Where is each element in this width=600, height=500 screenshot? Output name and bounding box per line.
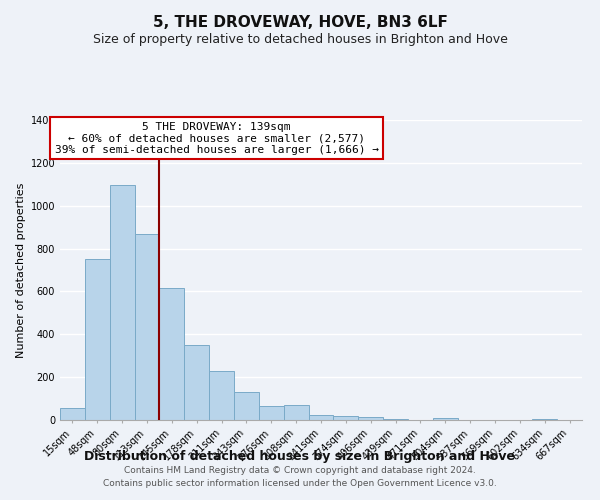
Bar <box>532 419 557 420</box>
Bar <box>284 405 308 420</box>
Text: Contains HM Land Registry data © Crown copyright and database right 2024.
Contai: Contains HM Land Registry data © Crown c… <box>103 466 497 487</box>
Y-axis label: Number of detached properties: Number of detached properties <box>16 182 26 358</box>
Bar <box>383 419 408 420</box>
Bar <box>110 186 134 420</box>
Text: Size of property relative to detached houses in Brighton and Hove: Size of property relative to detached ho… <box>92 32 508 46</box>
Bar <box>234 392 259 420</box>
Bar <box>308 414 334 420</box>
Bar <box>184 345 209 420</box>
Text: 5 THE DROVEWAY: 139sqm
← 60% of detached houses are smaller (2,577)
39% of semi-: 5 THE DROVEWAY: 139sqm ← 60% of detached… <box>55 122 379 154</box>
Bar <box>209 370 234 420</box>
Bar <box>85 260 110 420</box>
Bar <box>358 417 383 420</box>
Bar <box>433 418 458 420</box>
Bar <box>60 408 85 420</box>
Bar <box>259 406 284 420</box>
Bar <box>134 234 160 420</box>
Text: Distribution of detached houses by size in Brighton and Hove: Distribution of detached houses by size … <box>85 450 515 463</box>
Text: 5, THE DROVEWAY, HOVE, BN3 6LF: 5, THE DROVEWAY, HOVE, BN3 6LF <box>152 15 448 30</box>
Bar <box>160 288 184 420</box>
Bar <box>334 416 358 420</box>
